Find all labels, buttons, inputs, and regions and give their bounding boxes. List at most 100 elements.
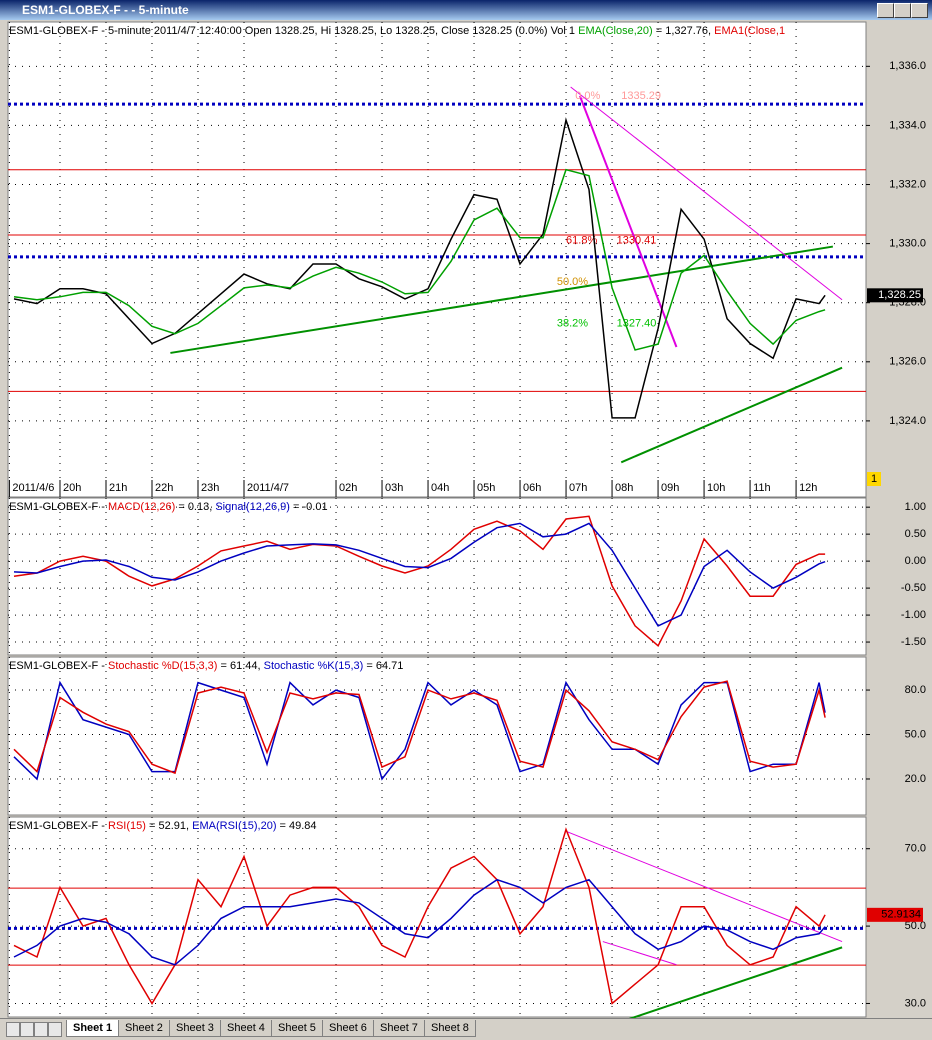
header-segment: ESM1-GLOBEX-F -	[9, 660, 108, 672]
x-tick-label: 09h	[661, 482, 679, 494]
sheet-tab[interactable]: Sheet 5	[271, 1020, 323, 1037]
y-tick-label: 0.00	[905, 555, 926, 567]
sheet-tab[interactable]: Sheet 7	[373, 1020, 425, 1037]
panel-header: ESM1-GLOBEX-F - RSI(15) = 52.91, EMA(RSI…	[9, 820, 317, 832]
trend-line	[565, 830, 843, 943]
y-tick-label: -1.50	[901, 636, 926, 648]
series-line	[13, 827, 826, 1005]
series-line	[13, 522, 826, 627]
header-segment: = 61.44,	[217, 660, 263, 672]
series-line	[13, 680, 826, 775]
series-line	[13, 168, 826, 351]
header-segment: RSI(15)	[108, 820, 146, 832]
x-tick-label: 20h	[63, 482, 81, 494]
window-title: ESM1-GLOBEX-F - - 5-minute	[22, 3, 189, 17]
plot-area	[7, 656, 867, 816]
y-tick-label: 50.0	[905, 920, 926, 932]
title-bar: ESM1-GLOBEX-F - - 5-minute	[0, 0, 932, 20]
plot-area	[7, 816, 867, 1018]
x-tick-label: 23h	[201, 482, 219, 494]
fib-label: 1335.29	[621, 90, 661, 102]
trend-line	[170, 245, 834, 354]
fib-label: 1327.40	[617, 317, 657, 329]
y-tick-label: 1,336.0	[889, 60, 926, 72]
nav-first[interactable]	[6, 1022, 20, 1037]
y-tick-label: 50.0	[905, 728, 926, 740]
trend-line	[602, 941, 677, 966]
header-segment: ESM1-GLOBEX-F -	[9, 501, 108, 513]
last-value-badge	[867, 288, 923, 303]
fib-label: 1330.41	[617, 235, 657, 247]
x-tick-label: 05h	[477, 482, 495, 494]
y-tick-label: 80.0	[905, 684, 926, 696]
x-tick-label: 2011/4/6	[12, 482, 54, 494]
panel-header: ESM1-GLOBEX-F - Stochastic %D(15,3,3) = …	[9, 660, 403, 672]
sheet-tab[interactable]: Sheet 4	[220, 1020, 272, 1037]
x-tick-label: 07h	[569, 482, 587, 494]
sheet-tab[interactable]: Sheet 2	[118, 1020, 170, 1037]
x-tick-label: 22h	[155, 482, 173, 494]
y-tick-label: -0.50	[901, 582, 926, 594]
header-segment: = 49.84	[276, 820, 316, 832]
x-tick-label: 21h	[109, 482, 127, 494]
x-tick-label: 02h	[339, 482, 357, 494]
header-segment: MACD(12,26)	[108, 501, 175, 513]
y-tick-label: 20.0	[905, 773, 926, 785]
x-tick-label: 10h	[707, 482, 725, 494]
volume-badge	[867, 472, 881, 486]
sheet-tab[interactable]: Sheet 8	[424, 1020, 476, 1037]
header-segment: = 64.71	[363, 660, 403, 672]
chart-area: 2011/4/6 20h 21h 22h 23h 2011/4/7 02h 03h 04h 05h…	[7, 21, 926, 1018]
header-segment: EMA(Close,20)	[578, 25, 653, 37]
y-tick-label: -1.00	[901, 609, 926, 621]
y-tick-label: 70.0	[905, 843, 926, 855]
x-tick-label: 03h	[385, 482, 403, 494]
y-tick-label: 1.00	[905, 501, 926, 513]
volume-label: 1	[871, 473, 877, 485]
last-value-badge	[867, 907, 923, 922]
y-tick-label: 1,332.0	[889, 178, 926, 190]
header-segment: Stochastic %D(15,3,3)	[108, 660, 217, 672]
fib-label: 38.2%	[557, 317, 588, 329]
x-tick-label: 06h	[523, 482, 541, 494]
y-tick-label: 1,330.0	[889, 238, 926, 250]
header-segment: = 52.91,	[146, 820, 192, 832]
x-tick-label: 2011/4/7	[247, 482, 289, 494]
y-tick-label: 1,334.0	[889, 119, 926, 131]
panel-header: ESM1-GLOBEX-F - MACD(12,26) = 0.13, Sign…	[9, 501, 328, 513]
maximize-button[interactable]	[894, 3, 911, 18]
header-segment: EMA(RSI(15),20)	[192, 820, 276, 832]
header-segment: Stochastic %K(15,3)	[264, 660, 364, 672]
x-tick-label: 12h	[799, 482, 817, 494]
minimize-button[interactable]	[877, 3, 894, 18]
last-value-label: 52.9134	[881, 909, 921, 921]
header-segment: Signal(12,26,9)	[215, 501, 290, 513]
header-segment: = 1,327.76,	[653, 25, 714, 37]
series-line	[13, 117, 826, 419]
sheet-tab[interactable]: Sheet 1	[66, 1020, 120, 1037]
fib-label: 0.0%	[575, 90, 600, 102]
series-line	[13, 878, 826, 966]
last-value-label: 1,328.25	[878, 289, 921, 301]
y-tick-label: 1,326.0	[889, 356, 926, 368]
header-segment: = -0.01	[290, 501, 328, 513]
trend-line	[578, 95, 678, 348]
close-button[interactable]	[911, 3, 928, 18]
x-tick-label: 04h	[431, 482, 449, 494]
nav-prev[interactable]	[20, 1022, 34, 1037]
trend-line	[570, 86, 843, 301]
x-tick-label: 11h	[753, 482, 771, 494]
nav-next[interactable]	[34, 1022, 48, 1037]
nav-last[interactable]	[48, 1022, 62, 1037]
y-tick-label: 0.50	[905, 528, 926, 540]
header-segment: ESM1-GLOBEX-F - 5-minute 2011/4/7 12:40:…	[9, 25, 578, 37]
trend-line	[628, 946, 843, 1018]
panel-header: ESM1-GLOBEX-F - 5-minute 2011/4/7 12:40:…	[9, 25, 785, 37]
y-tick-label: 1,324.0	[889, 415, 926, 427]
header-segment: = 0.13,	[175, 501, 215, 513]
trend-line	[620, 366, 843, 464]
sheet-tab[interactable]: Sheet 6	[322, 1020, 374, 1037]
series-line	[13, 680, 826, 781]
sheet-tab[interactable]: Sheet 3	[169, 1020, 221, 1037]
